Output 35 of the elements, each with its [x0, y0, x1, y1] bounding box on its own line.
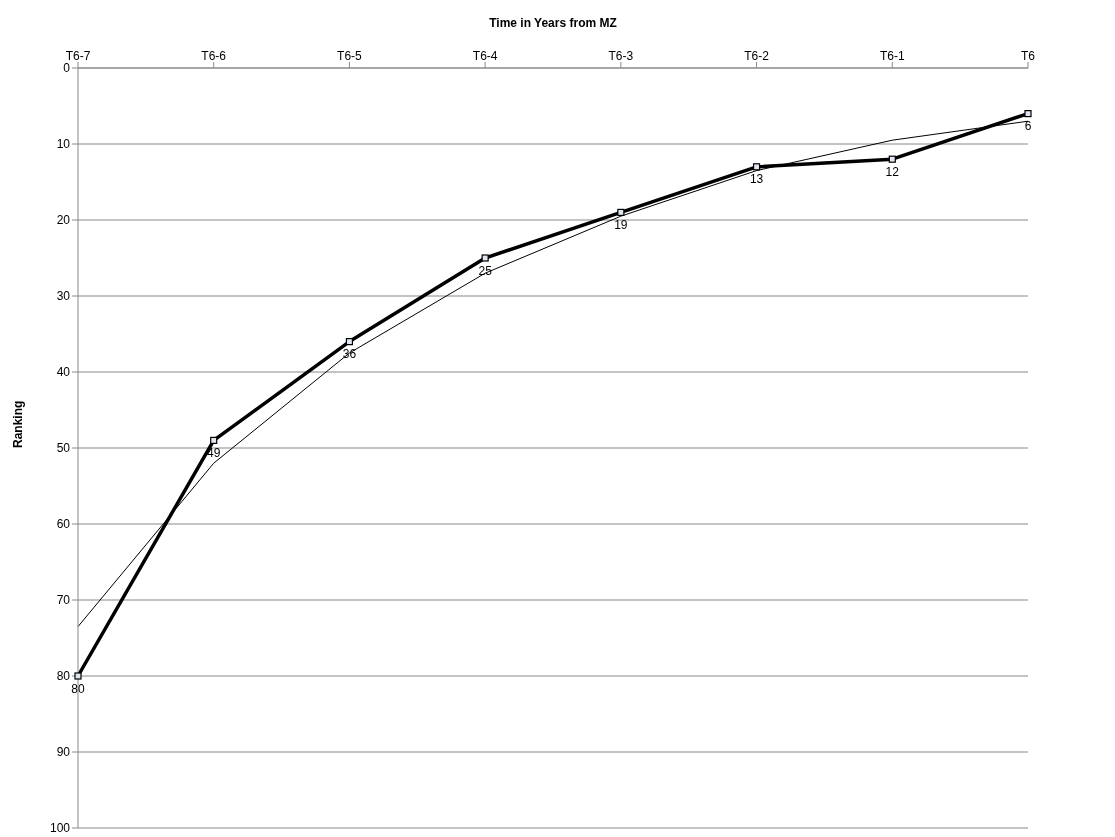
x-axis-title: Time in Years from MZ: [489, 15, 617, 30]
x-tick-label: T6-2: [744, 49, 770, 63]
y-tick-label: 0: [63, 61, 71, 76]
data-label: 6: [1024, 119, 1032, 134]
point: [752, 163, 761, 171]
point: [1024, 110, 1032, 118]
data-label: 13: [749, 172, 764, 187]
x-tick-label: T6-4: [472, 49, 498, 63]
point: [210, 436, 218, 444]
y-tick-label: 50: [56, 441, 71, 456]
x-tick-label: T6-7: [65, 49, 91, 63]
point: [481, 254, 489, 262]
x-tick-label: T6-5: [337, 49, 363, 63]
y-tick-label: 90: [56, 745, 71, 760]
point: [617, 208, 625, 216]
y-tick-label: 20: [56, 213, 71, 228]
y-tick-label: 60: [56, 517, 71, 532]
data-label: 49: [207, 445, 221, 460]
x-tick-label: T6-6: [201, 49, 227, 63]
y-tick-label: 10: [56, 137, 71, 152]
y-tick-label: 30: [56, 289, 71, 304]
x-tick-label: T6-1: [879, 49, 905, 63]
point: [888, 155, 896, 163]
data-label: 12: [885, 164, 900, 179]
y-axis-title: Ranking: [11, 400, 26, 448]
data-label: 19: [614, 217, 628, 232]
y-tick-label: 80: [56, 669, 71, 684]
y-tick-label: 40: [56, 365, 71, 380]
x-tick-label: T6-3: [608, 49, 634, 63]
point: [345, 338, 354, 346]
y-tick-label: 70: [56, 593, 71, 608]
x-tick-label: T6: [1020, 49, 1036, 63]
data-label: 80: [71, 681, 85, 696]
y-tick-label: 100: [49, 821, 71, 836]
data-label: 25: [478, 263, 493, 278]
